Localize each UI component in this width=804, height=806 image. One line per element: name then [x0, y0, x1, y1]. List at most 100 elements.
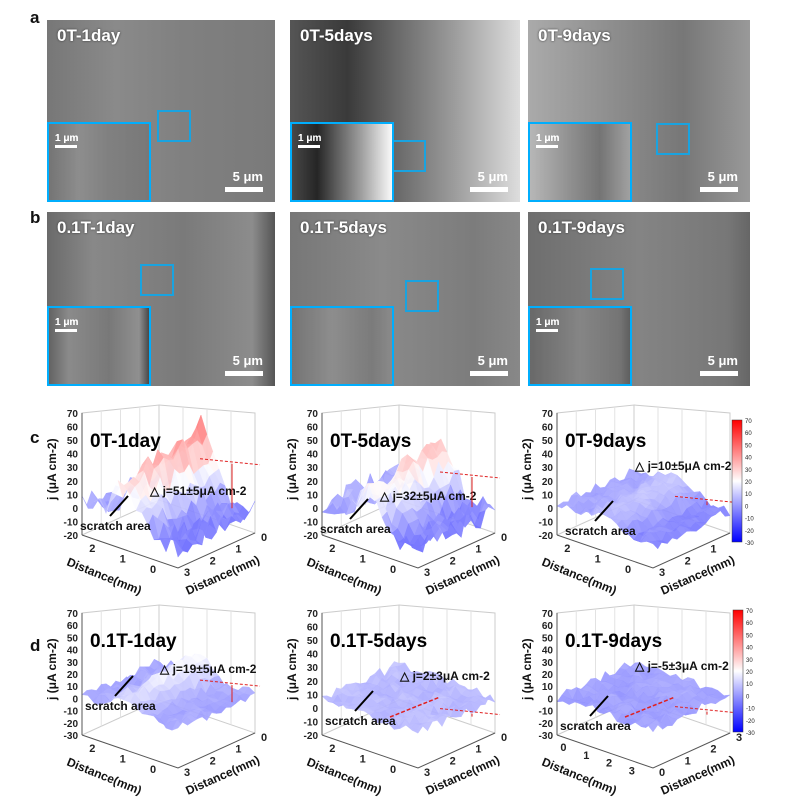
- x-tick-label: 2: [329, 543, 335, 555]
- z-tick-label: 40: [307, 450, 319, 461]
- magnified-inset: 1 μm: [528, 306, 632, 386]
- x-tick-label: 0: [625, 564, 631, 576]
- scratch-line: [624, 696, 676, 718]
- y-tick-label: 1: [685, 755, 691, 767]
- z-tick-label: 20: [67, 477, 79, 488]
- scale-label: 5 μm: [707, 353, 738, 368]
- sem-title: 0T-5days: [300, 26, 373, 45]
- sem-image: 0T-1day 1 μm 5 μm: [47, 20, 275, 202]
- z-tick-label: 60: [307, 623, 319, 634]
- floor-axes: [321, 532, 496, 569]
- surface-plot: 706050403020100-10-20-302100123Distance(…: [45, 604, 267, 798]
- z-tick-label: 30: [542, 658, 554, 669]
- inset-scale-bar: [536, 145, 558, 148]
- colorbar-tick-label: 20: [746, 670, 753, 676]
- inset-scale-label: 1 μm: [55, 133, 79, 144]
- plot-title: 0.1T-9days: [565, 631, 662, 652]
- y-tick-label: 2: [210, 555, 216, 567]
- inset-scale-bar: [55, 329, 77, 332]
- surface-cell: [159, 538, 172, 553]
- sem-image: 0T-9days 1 μm 5 μm: [528, 20, 750, 202]
- x-tick-label: 3: [629, 765, 635, 777]
- floor-axes: [556, 732, 731, 769]
- z-tick-label: 50: [67, 633, 79, 644]
- reference-line: [199, 458, 261, 466]
- z-tick-label: -10: [304, 517, 319, 528]
- z-tick-label: 10: [307, 690, 319, 701]
- reference-line: [199, 679, 261, 687]
- plot-title: 0.1T-1day: [90, 631, 177, 652]
- panel-label-a: a: [30, 8, 40, 27]
- z-tick-label: 70: [307, 609, 319, 620]
- reference-line: [439, 708, 501, 716]
- y-tick-label: 1: [710, 544, 716, 556]
- colorbar-tick-label: 0: [745, 504, 749, 510]
- inset-scale-label: 1 μm: [55, 317, 79, 328]
- reference-line: [439, 471, 501, 479]
- surface-plot: 706050403020100-10-202100123Distance(mm)…: [285, 404, 507, 598]
- panel-label-d: d: [30, 636, 41, 655]
- z-tick-label: -20: [64, 719, 79, 730]
- y-tick-label: 3: [424, 767, 430, 779]
- z-tick-label: 50: [307, 636, 319, 647]
- x-axis-label: Distance(mm): [65, 755, 144, 798]
- z-tick-label: 70: [67, 409, 79, 420]
- delta-j-label: △ j=32±5μA cm-2: [379, 489, 477, 503]
- scale-label: 5 μm: [232, 169, 263, 184]
- z-tick-label: 0: [312, 704, 318, 715]
- colorbar-tick-label: 30: [746, 658, 753, 664]
- z-tick-label: 20: [542, 477, 554, 488]
- scale-label: 5 μm: [707, 169, 738, 184]
- colorbar-tick-label: 40: [745, 456, 752, 462]
- sem-title: 0.1T-5days: [300, 218, 387, 237]
- y-tick-label: 0: [261, 532, 267, 544]
- surface-cell: [651, 540, 663, 550]
- surface-cell: [646, 722, 659, 733]
- inset-scale-label: 1 μm: [536, 133, 560, 144]
- magnified-inset: 1 μm: [528, 122, 632, 202]
- z-axis-label: j (μA cm-2): [520, 638, 534, 701]
- z-tick-label: 50: [542, 436, 554, 447]
- colorbar-tick-label: 40: [746, 646, 753, 652]
- surface-cell: [171, 534, 184, 558]
- z-tick-label: 60: [67, 423, 79, 434]
- x-tick-label: 0: [390, 564, 396, 576]
- scale-bar: [700, 371, 738, 376]
- magnified-inset: [290, 306, 394, 386]
- x-tick-label: 2: [564, 543, 570, 555]
- inset-scale-label: 1 μm: [536, 317, 560, 328]
- sem-title: 0.1T-9days: [538, 218, 625, 237]
- y-tick-label: 2: [710, 744, 716, 756]
- z-tick-label: 50: [67, 436, 79, 447]
- delta-j-label: △ j=2±3μA cm-2: [399, 669, 490, 683]
- scale-bar: [225, 371, 263, 376]
- scratch-area-label: scratch area: [80, 519, 151, 533]
- z-tick-label: 30: [67, 463, 79, 474]
- z-tick-label: -10: [64, 707, 79, 718]
- z-tick-label: -10: [539, 517, 554, 528]
- x-tick-label: 2: [606, 758, 612, 770]
- y-axis-label: Distance(mm): [184, 753, 262, 798]
- scratch-line: [389, 696, 441, 718]
- scale-label: 5 μm: [477, 353, 508, 368]
- x-tick-label: 2: [329, 743, 335, 755]
- inset-scale-bar: [298, 145, 320, 148]
- z-tick-label: 0: [312, 504, 318, 515]
- surface-plot: 706050403020100-10-202100123Distance(mm)…: [520, 404, 742, 598]
- z-tick-label: -30: [64, 731, 79, 742]
- surface-cell: [411, 726, 423, 734]
- x-tick-label: 1: [360, 754, 366, 766]
- scratch-arrow: [114, 675, 134, 697]
- scratch-arrow: [109, 495, 129, 517]
- delta-j-label: △ j=10±5μA cm-2: [634, 459, 732, 473]
- floor-axes: [321, 732, 496, 769]
- z-tick-label: 0: [547, 504, 553, 515]
- surface-cell: [171, 720, 184, 731]
- colorbar-tick-label: 60: [745, 431, 752, 437]
- sem-title: 0T-9days: [538, 26, 611, 45]
- y-tick-label: 0: [261, 732, 267, 744]
- y-tick-label: 1: [235, 544, 241, 556]
- z-tick-label: 10: [542, 682, 554, 693]
- z-tick-label: -20: [539, 531, 554, 542]
- floor-axes: [556, 532, 731, 569]
